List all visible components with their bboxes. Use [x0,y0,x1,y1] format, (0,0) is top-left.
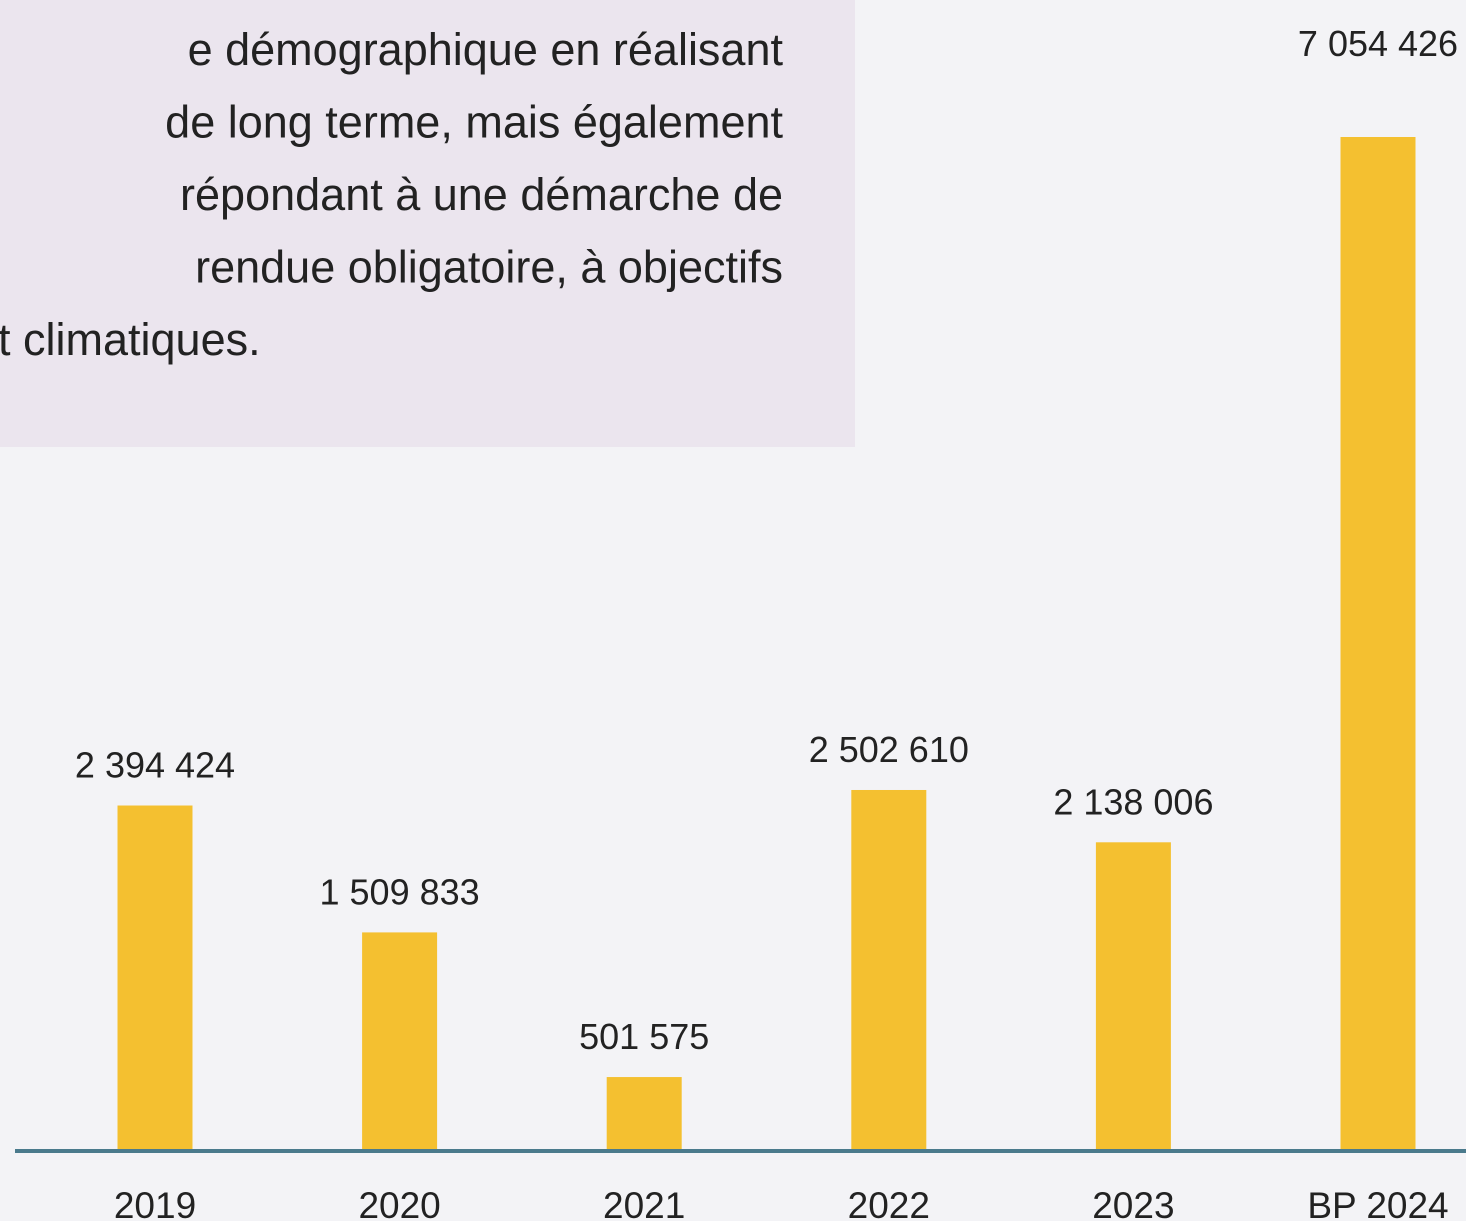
bar [1340,137,1416,1149]
bar [117,805,193,1149]
x-tick-label: 2022 [848,1185,930,1221]
value-label: 1 509 833 [320,871,480,912]
x-tick-label: 2020 [358,1185,440,1221]
bar [362,932,438,1149]
x-tick-label: 2023 [1092,1185,1174,1221]
bar [606,1077,682,1149]
text-line: e démographique en réalisant [188,24,784,75]
x-tick-label: BP 2024 [1307,1185,1448,1221]
bar [851,789,927,1149]
text-line: rendue obligatoire, à objectifs [195,242,783,293]
x-tick-label: 2021 [603,1185,685,1221]
value-label: 501 575 [579,1016,709,1057]
text-line: de long terme, mais également [165,97,783,148]
value-label: 2 394 424 [75,745,235,786]
bar [1095,842,1171,1149]
x-tick-label: 2019 [114,1185,196,1221]
text-box [0,0,855,447]
value-label: 2 138 006 [1053,781,1213,822]
value-label: 7 054 426 [1298,23,1458,64]
text-line: répondant à une démarche de [180,169,783,220]
text-line: t climatiques. [0,314,261,365]
value-label: 2 502 610 [809,729,969,770]
